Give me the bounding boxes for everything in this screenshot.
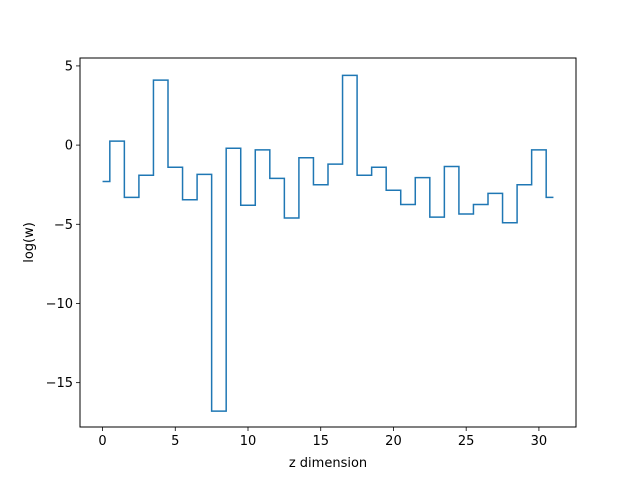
plot-layer: [102, 74, 554, 412]
x-axis-label: z dimension: [289, 456, 367, 471]
series-line-0: [102, 74, 554, 412]
x-tick-label-25: 25: [458, 434, 475, 449]
plot-frame: [79, 57, 577, 428]
x-tick-label-0: 0: [98, 434, 106, 449]
x-tick-label-5: 5: [171, 434, 179, 449]
x-tick-label-20: 20: [385, 434, 402, 449]
y-axis-label: log(w): [22, 222, 37, 263]
y-axis: 5 0 −5 −10 −15: [46, 59, 80, 391]
y-tick-label-4: −15: [46, 376, 73, 391]
x-tick-label-30: 30: [531, 434, 548, 449]
x-tick-label-10: 10: [240, 434, 257, 449]
y-tick-label-3: −10: [46, 297, 73, 312]
y-tick-label-1: 0: [65, 139, 73, 154]
y-tick-label-2: −5: [54, 218, 73, 233]
x-axis: 0 5 10 15 20 25 30: [98, 427, 547, 449]
y-tick-label-0: 5: [65, 59, 73, 74]
x-tick-label-15: 15: [312, 434, 329, 449]
